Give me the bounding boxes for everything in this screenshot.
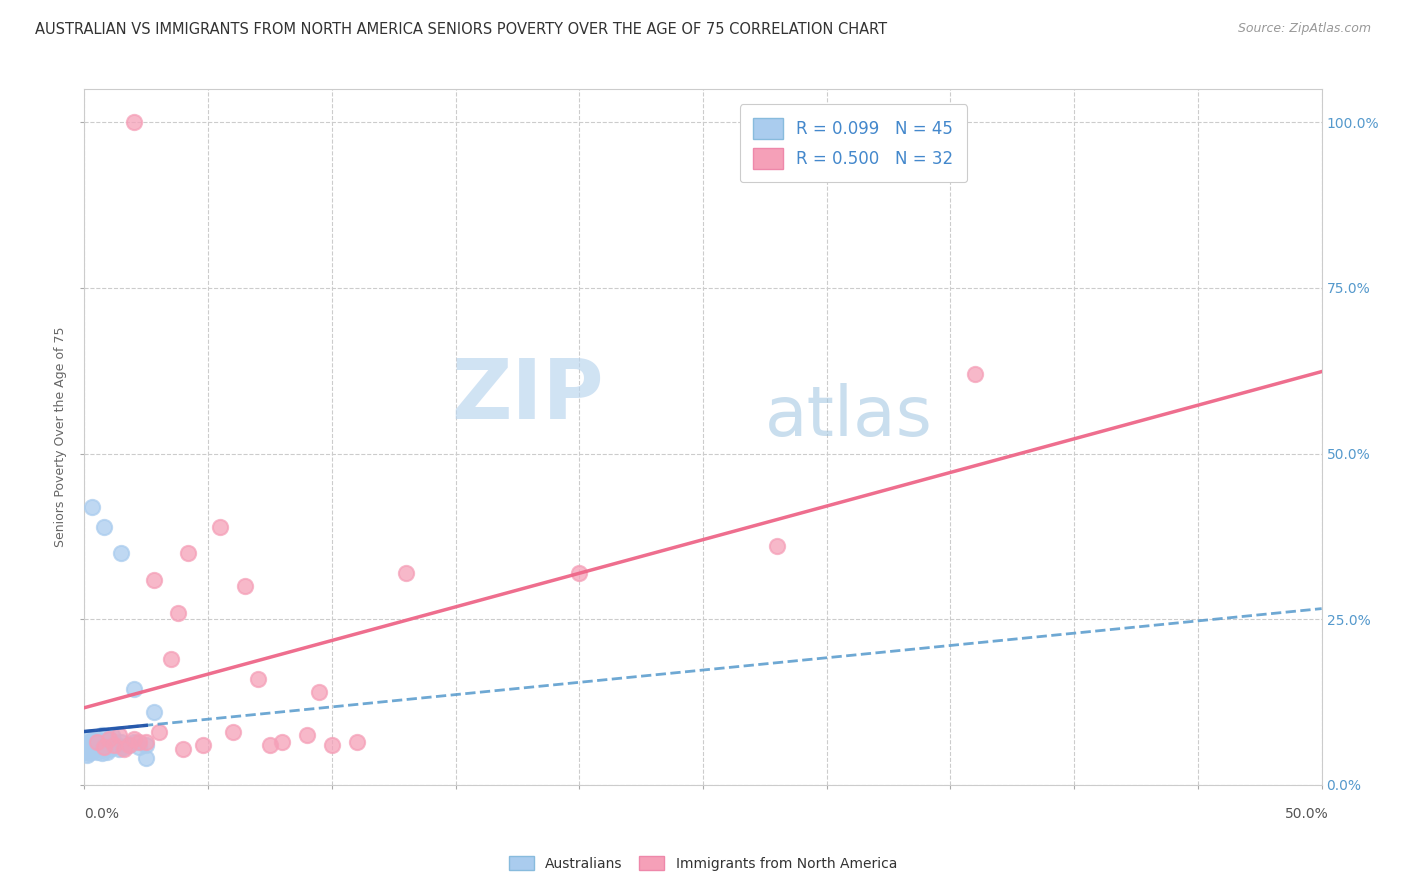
Point [321, 738, 343, 752]
Point [271, 735, 294, 749]
Point [110, 735, 132, 749]
Point [100, 738, 122, 752]
Point [80, 738, 103, 752]
Legend: Australians, Immigrants from North America: Australians, Immigrants from North Ameri… [503, 850, 903, 876]
Point [128, 739, 150, 754]
Point [568, 566, 591, 580]
Point [93, 735, 115, 749]
Point [103, 738, 125, 752]
Point [167, 606, 190, 620]
Point [766, 540, 789, 554]
Point [80, 743, 103, 757]
Point [105, 738, 128, 752]
Point [86, 745, 108, 759]
Point [142, 705, 165, 719]
Point [80, 500, 103, 514]
Point [112, 741, 135, 756]
Point [83, 737, 105, 751]
Point [148, 725, 170, 739]
Point [122, 115, 145, 129]
Point [118, 738, 141, 752]
Point [100, 728, 122, 742]
Point [96, 745, 118, 759]
Point [135, 735, 157, 749]
Point [135, 751, 157, 765]
Point [76, 748, 98, 763]
Text: Source: ZipAtlas.com: Source: ZipAtlas.com [1237, 22, 1371, 36]
Point [93, 739, 115, 754]
Point [191, 738, 214, 752]
Point [86, 739, 108, 754]
Point [160, 652, 183, 666]
Point [96, 732, 118, 747]
Point [76, 731, 98, 746]
Text: AUSTRALIAN VS IMMIGRANTS FROM NORTH AMERICA SENIORS POVERTY OVER THE AGE OF 75 C: AUSTRALIAN VS IMMIGRANTS FROM NORTH AMER… [35, 22, 887, 37]
Point [76, 741, 98, 756]
Point [142, 573, 165, 587]
Point [73, 745, 96, 759]
Point [98, 731, 121, 746]
Point [98, 741, 121, 756]
Point [222, 725, 245, 739]
Point [90, 746, 112, 760]
Point [295, 728, 318, 742]
Point [128, 735, 150, 749]
Point [259, 738, 281, 752]
Point [110, 546, 132, 560]
Point [103, 739, 125, 754]
Text: ZIP: ZIP [451, 355, 605, 436]
Point [93, 741, 115, 756]
Point [103, 735, 125, 749]
Point [89, 735, 111, 749]
Point [86, 735, 108, 749]
Point [172, 741, 194, 756]
Text: 50.0%: 50.0% [1285, 807, 1329, 822]
Text: atlas: atlas [765, 383, 932, 450]
Point [308, 685, 330, 699]
Point [122, 681, 145, 696]
Point [965, 367, 987, 381]
Point [90, 738, 112, 752]
Point [246, 672, 269, 686]
Point [122, 731, 145, 746]
Point [209, 519, 232, 533]
Point [233, 579, 256, 593]
Point [112, 739, 135, 754]
Point [86, 731, 108, 746]
Point [93, 519, 115, 533]
Point [79, 746, 101, 760]
Point [108, 728, 131, 742]
Legend: R = 0.099   N = 45, R = 0.500   N = 32: R = 0.099 N = 45, R = 0.500 N = 32 [740, 104, 967, 182]
Point [108, 741, 131, 756]
Point [395, 566, 418, 580]
Point [90, 728, 112, 742]
Point [89, 741, 111, 756]
Point [98, 731, 121, 746]
Point [79, 739, 101, 754]
Point [80, 732, 103, 747]
Point [83, 741, 105, 756]
Point [118, 738, 141, 752]
Y-axis label: Seniors Poverty Over the Age of 75: Seniors Poverty Over the Age of 75 [53, 326, 67, 548]
Point [122, 735, 145, 749]
Point [135, 738, 157, 752]
Point [73, 738, 96, 752]
Point [177, 546, 200, 560]
Point [346, 735, 368, 749]
Point [79, 735, 101, 749]
Text: 0.0%: 0.0% [84, 807, 120, 822]
